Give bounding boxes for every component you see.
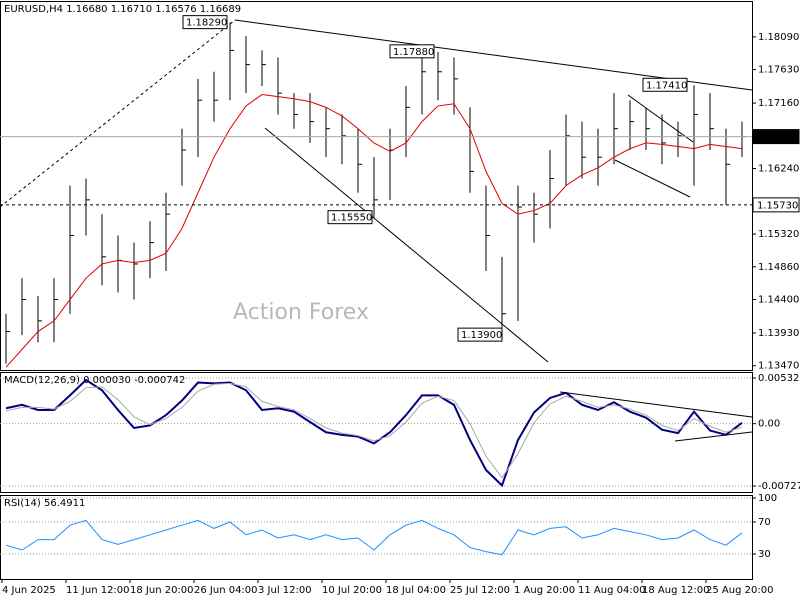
y-tick-label: 100 xyxy=(758,493,777,504)
indicator-line xyxy=(5,519,743,556)
y-tick-label: 1.15320 xyxy=(758,229,799,240)
moving-average xyxy=(5,94,743,368)
trend-line xyxy=(0,19,236,208)
x-tick-label: 11 Jun 12:00 xyxy=(66,585,130,596)
y-tick-label: 0.00 xyxy=(758,419,780,430)
x-tick-label: 18 Jun 20:00 xyxy=(130,585,194,596)
y-tick-label: 70 xyxy=(758,517,771,528)
annotation-label: 1.18290 xyxy=(186,18,227,29)
y-tick-label: 1.16240 xyxy=(758,164,799,175)
annotation-label: 1.15550 xyxy=(331,213,372,224)
annotation-box xyxy=(327,210,373,225)
annotation-box xyxy=(389,44,435,59)
y-tick-label: 1.17160 xyxy=(758,98,799,109)
trend-line xyxy=(264,127,549,363)
trend-line xyxy=(614,159,691,198)
panel-frame xyxy=(0,1,753,371)
x-tick-label: 10 Jul 20:00 xyxy=(322,585,382,596)
x-tick-label: 1 Aug 20:00 xyxy=(514,585,575,596)
panel-title: MACD(12,26,9) 0.000030 -0.000742 xyxy=(4,375,185,386)
annotation-label: 1.13900 xyxy=(461,330,502,341)
price-label: 1.16689 xyxy=(757,132,798,143)
x-tick-label: 26 Jun 04:00 xyxy=(194,585,258,596)
panel-title: EURUSD,H4 1.16680 1.16710 1.16576 1.1668… xyxy=(4,4,241,15)
x-tick-label: 4 Jun 2025 xyxy=(2,585,56,596)
annotation-label: 1.17880 xyxy=(393,47,434,58)
y-tick-label: 1.18090 xyxy=(758,32,799,43)
y-tick-label: 1.17630 xyxy=(758,65,799,76)
y-tick-label: 1.13930 xyxy=(758,328,799,339)
y-tick-label: 1.14400 xyxy=(758,295,799,306)
panel-frame xyxy=(0,372,753,493)
x-tick-label: 18 Aug 12:00 xyxy=(642,585,709,596)
price-label-box xyxy=(752,197,800,213)
annotation-box xyxy=(457,327,503,342)
panel-frame xyxy=(0,495,753,580)
y-tick-label: 0.005325 xyxy=(758,373,800,384)
y-tick-label: 1.13470 xyxy=(758,361,799,372)
y-tick-label: 30 xyxy=(758,549,771,560)
trend-line xyxy=(627,94,694,143)
price-label: 1.15730 xyxy=(757,200,798,211)
indicator-line xyxy=(5,382,743,479)
panel-title: RSI(14) 56.4911 xyxy=(4,498,85,509)
watermark: Action Forex xyxy=(233,300,369,325)
x-tick-label: 3 Jul 12:00 xyxy=(258,585,312,596)
x-tick-label: 25 Aug 20:00 xyxy=(706,585,773,596)
trend-line xyxy=(559,391,753,418)
trend-line xyxy=(674,431,753,442)
x-tick-label: 11 Aug 04:00 xyxy=(578,585,645,596)
price-label-box xyxy=(752,129,800,145)
y-tick-label: -0.007273 xyxy=(758,481,800,492)
annotation-box xyxy=(182,15,228,30)
indicator-line xyxy=(5,378,743,488)
annotation-box xyxy=(642,77,688,92)
annotation-label: 1.17410 xyxy=(646,80,687,91)
x-tick-label: 25 Jul 12:00 xyxy=(450,585,510,596)
x-tick-label: 18 Jul 04:00 xyxy=(386,585,446,596)
y-tick-label: 1.14860 xyxy=(758,262,799,273)
